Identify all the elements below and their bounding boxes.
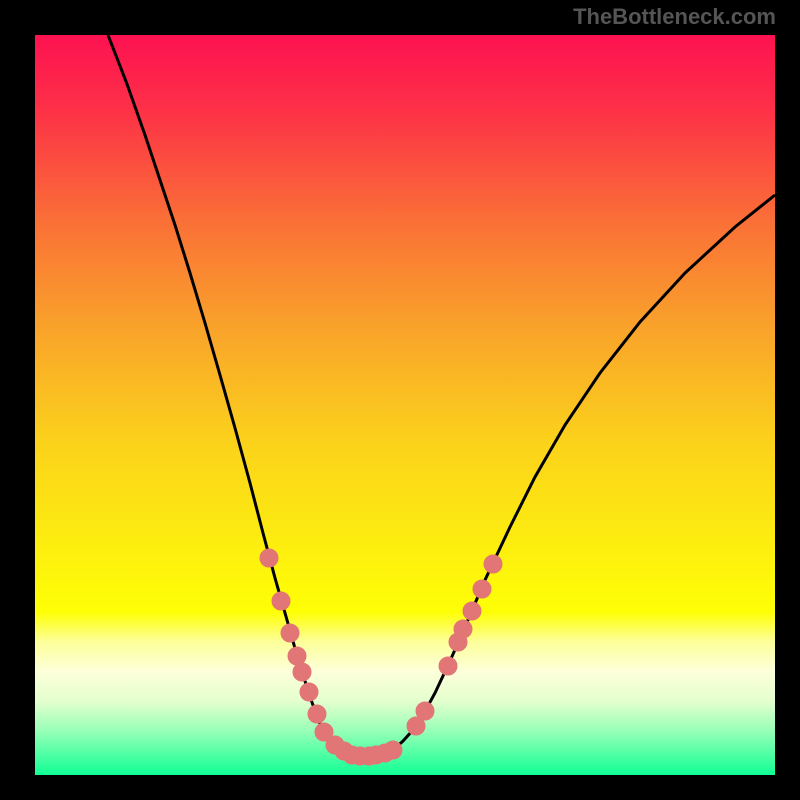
data-point (293, 663, 311, 681)
data-point (473, 580, 491, 598)
data-point (484, 555, 502, 573)
data-point (454, 620, 472, 638)
data-point (308, 705, 326, 723)
data-point (288, 647, 306, 665)
data-markers (260, 549, 502, 765)
data-point (463, 602, 481, 620)
data-point (260, 549, 278, 567)
data-point (300, 683, 318, 701)
data-point (384, 741, 402, 759)
data-point (439, 657, 457, 675)
plot-area (35, 35, 775, 775)
data-point (416, 702, 434, 720)
bottleneck-curve (108, 35, 775, 756)
data-point (281, 624, 299, 642)
watermark-text: TheBottleneck.com (573, 4, 776, 30)
data-point (272, 592, 290, 610)
chart-svg (35, 35, 775, 775)
